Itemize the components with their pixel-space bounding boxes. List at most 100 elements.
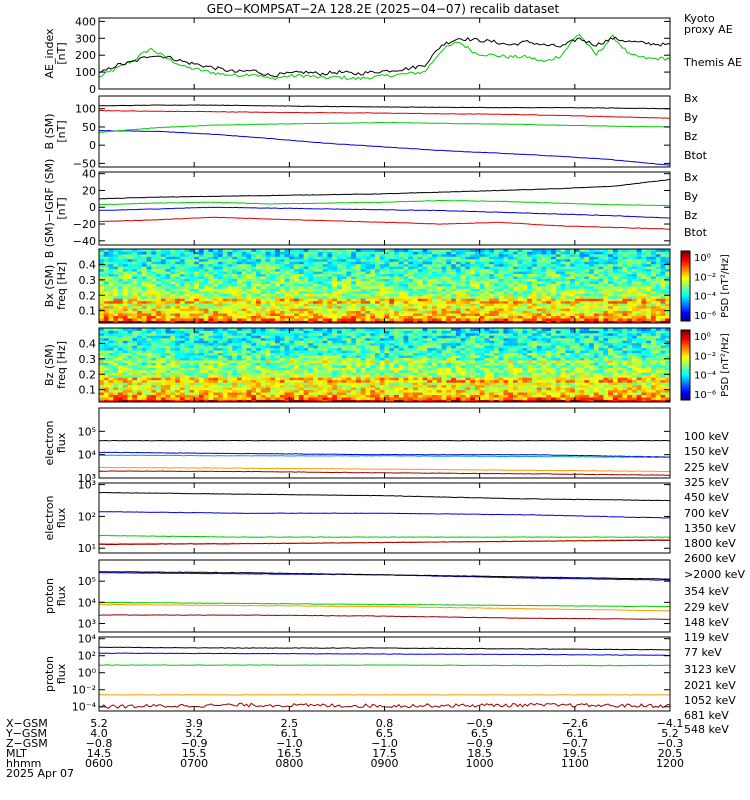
spectrogram-cell [198,268,205,272]
spectrogram-cell [308,266,314,270]
spectrogram-cell [232,369,238,373]
spectrogram-cell [527,310,533,314]
spectrogram-cell [146,278,152,282]
spectrogram-cell [665,283,671,287]
spectrogram-cell [284,367,290,371]
spectrogram-cell [175,276,181,279]
spectrogram-cell [141,372,147,376]
spectrogram-cell [256,258,262,262]
spectrogram-cell [479,251,485,255]
spectrogram-cell [603,249,609,252]
spectrogram-cell [493,271,500,275]
spectrogram-cell [179,308,186,312]
spectrogram-cell [503,320,509,324]
spectrogram-cell [194,313,200,316]
spectrogram-cell [365,251,371,255]
spectrogram-cell [446,281,452,284]
spectrogram-cell [479,268,485,272]
spectrogram-cell [574,295,580,299]
spectrogram-cell [184,369,190,373]
spectrogram-cell [403,263,409,267]
spectrogram-cell [179,298,186,302]
spectrogram-cell [251,303,257,307]
spectrogram-cell [198,300,205,304]
spectrogram-cell [413,286,419,289]
spectrogram-cell [275,365,281,368]
spectrogram-cell [650,290,657,294]
spectrogram-cell [113,365,119,368]
spectrogram-cell [603,310,609,314]
spectrogram-cell [99,337,105,341]
spectrogram-cell [512,249,519,252]
spectrogram-cell [508,273,514,277]
spectrogram-cell [660,283,666,287]
spectrogram-cell [313,305,319,309]
spectrogram-cell [279,303,285,307]
spectrogram-cell [213,379,219,383]
spectrogram-cell [617,310,623,314]
spectrogram-cell [436,249,442,252]
spectrogram-cell [398,251,404,255]
spectrogram-cell [227,300,233,304]
spectrogram-cell [655,276,661,279]
spectrogram-cell [118,266,124,270]
spectrogram-cell [246,357,252,361]
spectrogram-cell [593,281,600,284]
spectrogram-cell [132,374,138,378]
spectrogram-cell [146,295,152,299]
spectrogram-cell [536,298,542,302]
spectrogram-cell [160,281,167,284]
spectrogram-cell [99,273,105,277]
spectrogram-cell [246,347,252,351]
spectrogram-cell [479,288,485,292]
spectrogram-cell [156,313,162,316]
spectrogram-cell [493,249,500,252]
spectrogram-cell [598,315,604,319]
spectrogram-cell [251,276,257,279]
spectrogram-cell [275,290,281,294]
spectrogram-cell [479,253,485,257]
spectrogram-cell [151,315,157,319]
spectrogram-cell [213,389,219,393]
spectrogram-cell [308,298,314,302]
spectrogram-cell [541,271,547,275]
spectrogram-cell [365,268,371,272]
spectrogram-cell [451,271,457,275]
spectrogram-cell [256,290,262,294]
spectrogram-cell [208,330,214,334]
spectrogram-cell [246,286,252,289]
spectrogram-cell [360,273,366,277]
spectrogram-cell [132,330,138,334]
spectrogram-cell [170,335,176,339]
spectrogram-cell [227,295,233,299]
spectrogram-cell [179,345,186,349]
spectrogram-cell [436,266,442,270]
spectrogram-cell [608,278,614,282]
spectrogram-cell [170,315,176,319]
spectrogram-cell [270,293,276,297]
spectrogram-cell [170,286,176,289]
spectrogram-cell [132,399,138,403]
spectrogram-cell [251,305,257,309]
spectrogram-cell [108,399,114,403]
spectrogram-cell [470,281,476,284]
spectrogram-cell [222,382,228,386]
spectrogram-cell [612,281,619,284]
spectrogram-cell [660,320,666,324]
spectrogram-cell [256,278,262,282]
spectrogram-cell [265,283,271,287]
spectrogram-cell [379,281,385,284]
spectrogram-cell [465,286,471,289]
spectrogram-cell [503,300,509,304]
spectrogram-cell [184,276,190,279]
spectrogram-cell [622,253,628,257]
spectrogram-cell [260,379,266,383]
spectrogram-cell [665,290,671,294]
spectrogram-cell [189,369,195,373]
spectrogram-cell [493,266,500,270]
spectrogram-cell [332,300,338,304]
spectrogram-cell [246,295,252,299]
spectrogram-cell [127,360,133,363]
spectrogram-cell [251,249,257,252]
